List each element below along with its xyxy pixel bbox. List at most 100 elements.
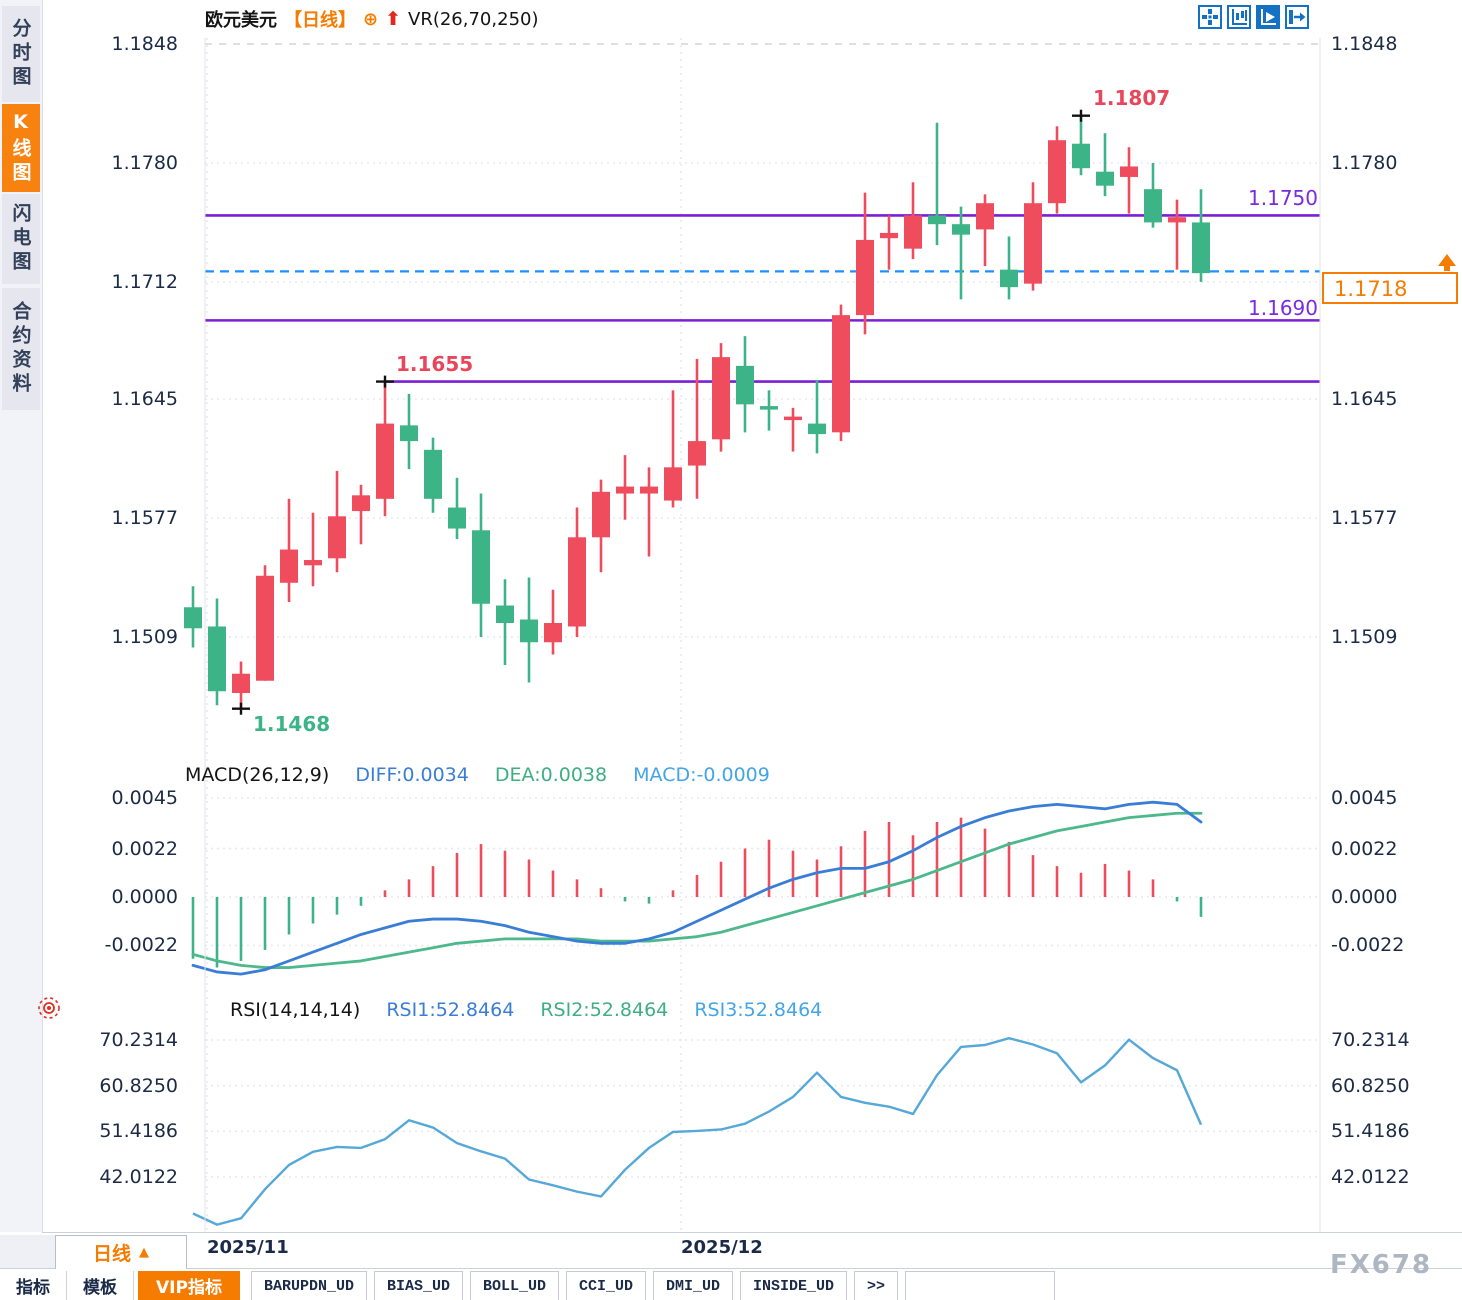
x-axis-label: 2025/11 bbox=[207, 1237, 289, 1258]
sidebar-tab-time-chart[interactable]: 分时图 bbox=[2, 6, 40, 102]
y-axis-label: 0.0045 bbox=[1331, 786, 1398, 809]
y-axis-label: 0.0000 bbox=[111, 886, 178, 908]
candle-body bbox=[544, 623, 562, 643]
candle-body bbox=[1120, 166, 1138, 177]
candle-body bbox=[640, 486, 658, 494]
candle-body bbox=[856, 239, 874, 316]
tab--[interactable]: >> bbox=[854, 1271, 899, 1300]
candle-body bbox=[424, 449, 442, 499]
candle-body bbox=[328, 516, 346, 559]
candle-body bbox=[1000, 269, 1018, 288]
tab-cci-ud[interactable]: CCI_UD bbox=[566, 1271, 647, 1300]
support-level-label: 1.1690 bbox=[1248, 296, 1318, 320]
y-axis-label: -0.0022 bbox=[1331, 934, 1405, 957]
candle-body bbox=[832, 315, 850, 433]
candle-body bbox=[304, 560, 322, 566]
y-axis-label: 0.0022 bbox=[1331, 837, 1398, 860]
overlay-indicator-label: VR(26,70,250) bbox=[408, 8, 539, 30]
price-up-arrow-stem bbox=[1444, 266, 1450, 271]
candle-body bbox=[280, 549, 298, 583]
candle-body bbox=[616, 486, 634, 494]
sidebar-tab-flash-chart[interactable]: 闪电图 bbox=[2, 194, 40, 284]
y-axis-label: 60.8250 bbox=[1331, 1074, 1410, 1097]
tab-boll-ud[interactable]: BOLL_UD bbox=[469, 1271, 559, 1300]
rsi2-value: RSI2:52.8464 bbox=[540, 999, 669, 1021]
axis-scale-icon[interactable] bbox=[1227, 5, 1251, 29]
candle-body bbox=[568, 537, 586, 627]
up-arrow-icon: ⬆ bbox=[385, 8, 402, 30]
sidebar-tab-contract-info[interactable]: 合约资料 bbox=[2, 288, 40, 410]
triangle-up-icon: ▲ bbox=[139, 1245, 149, 1260]
y-axis-label: 1.1577 bbox=[1331, 507, 1398, 530]
candle-body bbox=[976, 203, 994, 230]
macd-diff-line bbox=[191, 800, 1203, 976]
y-axis-label: 0.0045 bbox=[111, 786, 178, 809]
candle-body bbox=[784, 416, 802, 421]
tab-指标[interactable]: 指标 bbox=[0, 1271, 67, 1300]
candle-body bbox=[376, 423, 394, 499]
crosshair-grid-icon[interactable] bbox=[1198, 5, 1222, 29]
chart-title: 欧元美元 【日线】 ⊕ ⬆ VR(26,70,250) bbox=[205, 5, 539, 33]
candle-body bbox=[1144, 189, 1162, 223]
y-axis-label: -0.0022 bbox=[104, 934, 178, 957]
candle-body bbox=[184, 607, 202, 629]
candle-body bbox=[664, 467, 682, 501]
x-axis-label: 2025/12 bbox=[681, 1237, 763, 1258]
macd-dea-value: DEA:0.0038 bbox=[494, 764, 608, 786]
y-axis-label: 1.1509 bbox=[111, 626, 178, 648]
symbol-name: 欧元美元 bbox=[205, 10, 277, 31]
tab-inside-ud[interactable]: INSIDE_UD bbox=[740, 1271, 848, 1300]
y-axis-label: 1.1645 bbox=[1331, 388, 1398, 411]
chart-type-sidebar: 分时图 K线图 闪电图 合约资料 bbox=[0, 0, 43, 1232]
candle-body bbox=[1024, 203, 1042, 284]
high-price-annotation: 1.1807 bbox=[1093, 86, 1171, 110]
resistance-level-label: 1.1750 bbox=[1248, 186, 1318, 210]
indicator-tab-bar: 指标 模板 VIP指标 BARUPDN_UD BIAS_UD BOLL_UD CCI_UD D… bbox=[0, 1269, 1462, 1300]
candle-body bbox=[1048, 140, 1066, 204]
rsi-title: RSI(14,14,14) bbox=[230, 999, 361, 1021]
tab-模板[interactable]: 模板 bbox=[67, 1271, 134, 1300]
y-axis-label: 1.1645 bbox=[111, 388, 178, 411]
candle-body bbox=[496, 605, 514, 624]
candle-body bbox=[472, 530, 490, 604]
tab-empty[interactable] bbox=[905, 1271, 1056, 1300]
add-circle-icon[interactable]: ⊕ bbox=[363, 8, 379, 30]
low-price-annotation: 1.1468 bbox=[253, 712, 331, 736]
y-axis-label: 1.1509 bbox=[1331, 626, 1398, 648]
price-up-arrow-icon bbox=[1438, 254, 1456, 266]
tab-barupdn-ud[interactable]: BARUPDN_UD bbox=[250, 1271, 367, 1300]
candle-body bbox=[1192, 222, 1210, 274]
rsi-line bbox=[192, 1037, 1203, 1226]
rsi1-value: RSI1:52.8464 bbox=[386, 999, 515, 1021]
candle-body bbox=[1168, 217, 1186, 223]
bottom-left-filler bbox=[0, 1235, 55, 1268]
y-axis-label: 1.1780 bbox=[111, 151, 178, 174]
rsi-panel-header: RSI(14,14,14) RSI1:52.8464 RSI2:52.8464 … bbox=[230, 999, 842, 1021]
axis-play-icon[interactable] bbox=[1256, 5, 1280, 29]
candle-body bbox=[688, 441, 706, 466]
watermark: FX678 bbox=[1330, 1250, 1433, 1280]
period-tag: 【日线】 bbox=[284, 10, 356, 31]
period-selector-label: 日线 bbox=[92, 1243, 131, 1265]
y-axis-label: 1.1712 bbox=[111, 270, 178, 293]
tab-vip指标[interactable]: VIP指标 bbox=[138, 1271, 240, 1300]
y-axis-label: 1.1577 bbox=[111, 507, 178, 530]
y-axis-label: 70.2314 bbox=[1331, 1029, 1410, 1051]
candle-body bbox=[904, 215, 922, 249]
macd-dea-line bbox=[191, 811, 1203, 969]
tab-bias-ud[interactable]: BIAS_UD bbox=[373, 1271, 463, 1300]
tab-dmi-ud[interactable]: DMI_UD bbox=[653, 1271, 734, 1300]
candle-body bbox=[592, 491, 610, 538]
period-selector[interactable]: 日线 ▲ bbox=[55, 1235, 187, 1270]
rsi3-value: RSI3:52.8464 bbox=[694, 999, 823, 1021]
macd-title: MACD(26,12,9) bbox=[185, 764, 330, 786]
candle-body bbox=[352, 495, 370, 512]
y-axis-label: 0.0022 bbox=[111, 837, 178, 860]
y-axis-label: 51.4186 bbox=[1331, 1120, 1410, 1143]
jump-latest-icon[interactable] bbox=[1285, 5, 1309, 29]
candle-body bbox=[1072, 143, 1090, 169]
sidebar-tab-candle-chart[interactable]: K线图 bbox=[2, 104, 40, 192]
y-axis-label: 1.1848 bbox=[111, 33, 178, 55]
sun-marker-icon bbox=[38, 997, 60, 1019]
y-axis-label: 0.0000 bbox=[1331, 886, 1398, 908]
